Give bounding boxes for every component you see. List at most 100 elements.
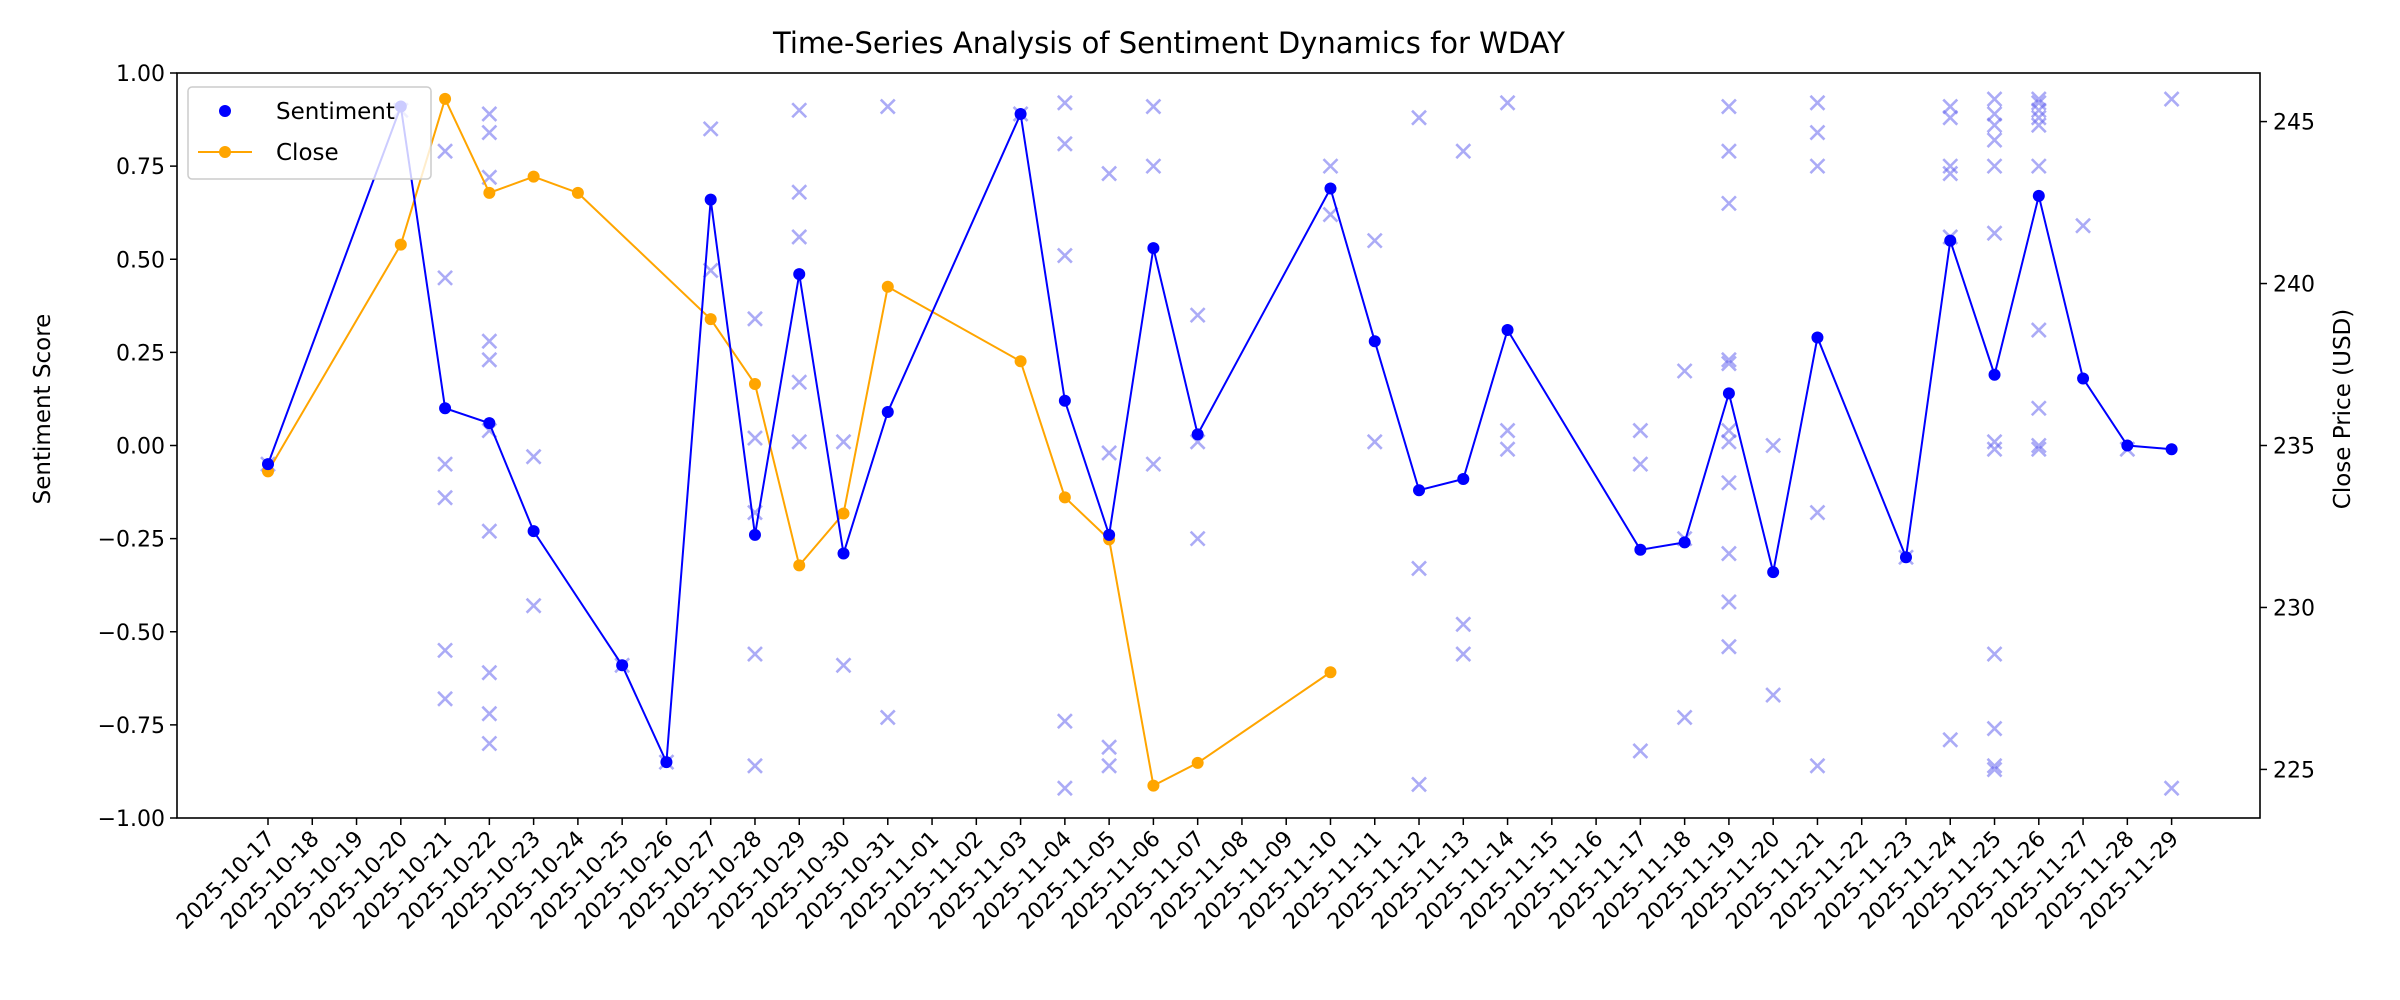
article-sentiment-marker	[879, 709, 896, 726]
article-sentiment-marker	[437, 269, 453, 286]
article-sentiment-marker	[437, 456, 453, 473]
article-sentiment-marker	[1322, 158, 1339, 175]
article-sentiment-marker	[1455, 646, 1472, 663]
sentiment-point	[1678, 536, 1691, 549]
article-sentiment-marker	[1720, 638, 1737, 655]
close-point	[439, 92, 452, 105]
plot-area: −1.00 −0.75 −0.50 −0.25 0.00 0.25 0.50 0.75 1.00…	[98, 62, 2315, 935]
article-sentiment-marker	[1720, 545, 1737, 562]
article-sentiment-marker	[525, 448, 542, 465]
article-sentiment-marker	[481, 106, 498, 122]
sentiment-point	[616, 659, 629, 672]
article-sentiment-marker	[437, 143, 453, 160]
article-sentiment-marker	[2163, 780, 2180, 797]
close-point	[793, 559, 806, 572]
article-sentiment-marker	[481, 333, 498, 350]
article-sentiment-marker	[1986, 117, 2003, 134]
sentiment-line	[267, 106, 2172, 767]
article-sentiment-marker	[747, 430, 763, 446]
article-sentiment-marker	[1101, 739, 1118, 756]
sentiment-point	[1722, 387, 1735, 400]
close-point	[1324, 666, 1337, 679]
article-sentiment-marker	[1809, 504, 1826, 521]
article-sentiment-marker	[1986, 158, 2003, 175]
legend-close-label: Close	[276, 140, 339, 166]
article-sentiment-marker	[1499, 94, 1516, 111]
article-sentiment-marker	[1455, 616, 1472, 633]
article-sentiment-marker	[1056, 135, 1073, 152]
article-sentiment-marker	[2030, 400, 2047, 417]
article-sentiment-marker	[1189, 530, 1206, 547]
article-sentiment-marker	[1145, 456, 1162, 473]
sentiment-point	[793, 268, 806, 281]
article-sentiment-marker	[1942, 165, 1959, 182]
article-sentiment-marker	[2075, 217, 2091, 234]
sentiment-point	[1413, 484, 1426, 497]
article-sentiment-marker	[1056, 247, 1073, 264]
article-sentiment-marker	[1056, 94, 1073, 111]
article-sentiment-marker	[2163, 91, 2180, 107]
article-sentiment-marker	[2030, 441, 2047, 458]
article-sentiment-marker	[1411, 560, 1427, 577]
legend-sentiment-label: Sentiment	[276, 99, 395, 125]
article-sentiment-marker	[747, 646, 763, 663]
article-sentiment-marker	[1986, 225, 2003, 242]
y2-axis-label: Close Price (USD)	[2330, 309, 2356, 509]
article-sentiment-marker	[1101, 757, 1118, 774]
close-point	[1147, 779, 1160, 792]
article-sentiment-marker	[1986, 720, 2003, 737]
sentiment-point	[1014, 107, 1027, 120]
article-sentiment-marker	[1720, 351, 1737, 368]
article-sentiment-marker	[1986, 646, 2003, 663]
article-sentiment-marker	[791, 228, 808, 245]
article-sentiment-marker	[1986, 91, 2003, 107]
article-sentiment-marker	[1720, 98, 1737, 115]
y2-tick-label: 245	[2273, 111, 2315, 136]
article-sentiment-marker	[481, 735, 498, 752]
y-axis-label: Sentiment Score	[30, 314, 56, 505]
sentiment-point	[748, 528, 761, 541]
article-sentiment-marker	[481, 351, 498, 368]
article-sentiment-marker	[1986, 757, 2003, 774]
close-point	[748, 377, 761, 390]
article-sentiment-marker	[1676, 363, 1693, 379]
sentiment-point	[1501, 324, 1514, 337]
sentiment-point	[1103, 528, 1116, 541]
article-sentiment-marker	[525, 597, 542, 614]
y2-tick-label: 235	[2273, 435, 2315, 460]
article-sentiment-marker	[1720, 195, 1737, 212]
article-sentiment-marker	[1366, 232, 1383, 249]
article-sentiment-marker	[1720, 422, 1737, 439]
sentiment-point	[1988, 368, 2001, 381]
legend: Sentiment Close	[187, 86, 432, 180]
close-point	[837, 507, 850, 520]
y-tick-label: 0.25	[116, 341, 165, 366]
sentiment-point	[660, 756, 673, 769]
y-tick-label: 0.50	[116, 248, 165, 273]
sentiment-point	[1767, 566, 1780, 579]
article-sentiment-marker	[1942, 158, 1959, 175]
article-sentiment-marker	[1809, 757, 1826, 774]
sentiment-point	[439, 402, 452, 415]
article-sentiment-marker	[1986, 441, 2003, 458]
article-sentiment-marker	[481, 523, 498, 540]
article-sentiment-marker	[1632, 422, 1649, 439]
article-sentiment-marker	[1809, 94, 1826, 111]
sentiment-point	[881, 405, 894, 418]
close-point	[394, 238, 407, 251]
article-sentiment-marker	[2030, 91, 2047, 107]
sentiment-point	[2032, 189, 2045, 202]
article-sentiment-marker	[437, 690, 453, 707]
article-sentiment-marker	[481, 705, 498, 722]
article-sentiment-marker	[1499, 441, 1516, 458]
article-sentiment-marker	[791, 102, 808, 119]
article-sentiment-marker	[1101, 445, 1118, 461]
sentiment-point	[1058, 394, 1071, 407]
article-sentiment-marker	[1411, 776, 1427, 793]
sentiment-point	[262, 458, 274, 471]
close-point	[483, 186, 496, 199]
article-sentiment-marker	[1056, 713, 1073, 730]
article-sentiment-marker	[1632, 743, 1649, 759]
y-tick-label: −0.50	[98, 621, 165, 646]
